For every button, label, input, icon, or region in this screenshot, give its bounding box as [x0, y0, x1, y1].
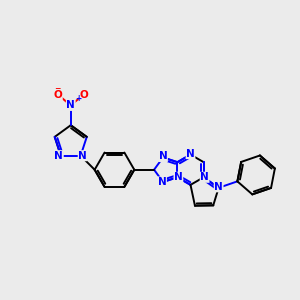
Text: N: N: [66, 100, 75, 110]
Text: N: N: [214, 182, 223, 192]
Text: N: N: [78, 151, 87, 161]
Text: N: N: [174, 172, 183, 182]
Text: N: N: [159, 152, 167, 161]
Text: +: +: [76, 94, 82, 103]
Text: N: N: [55, 151, 63, 161]
Text: O: O: [53, 89, 62, 100]
Text: N: N: [158, 177, 166, 187]
Text: −: −: [54, 84, 60, 93]
Text: N: N: [186, 148, 195, 159]
Text: O: O: [79, 89, 88, 100]
Text: N: N: [200, 172, 209, 182]
